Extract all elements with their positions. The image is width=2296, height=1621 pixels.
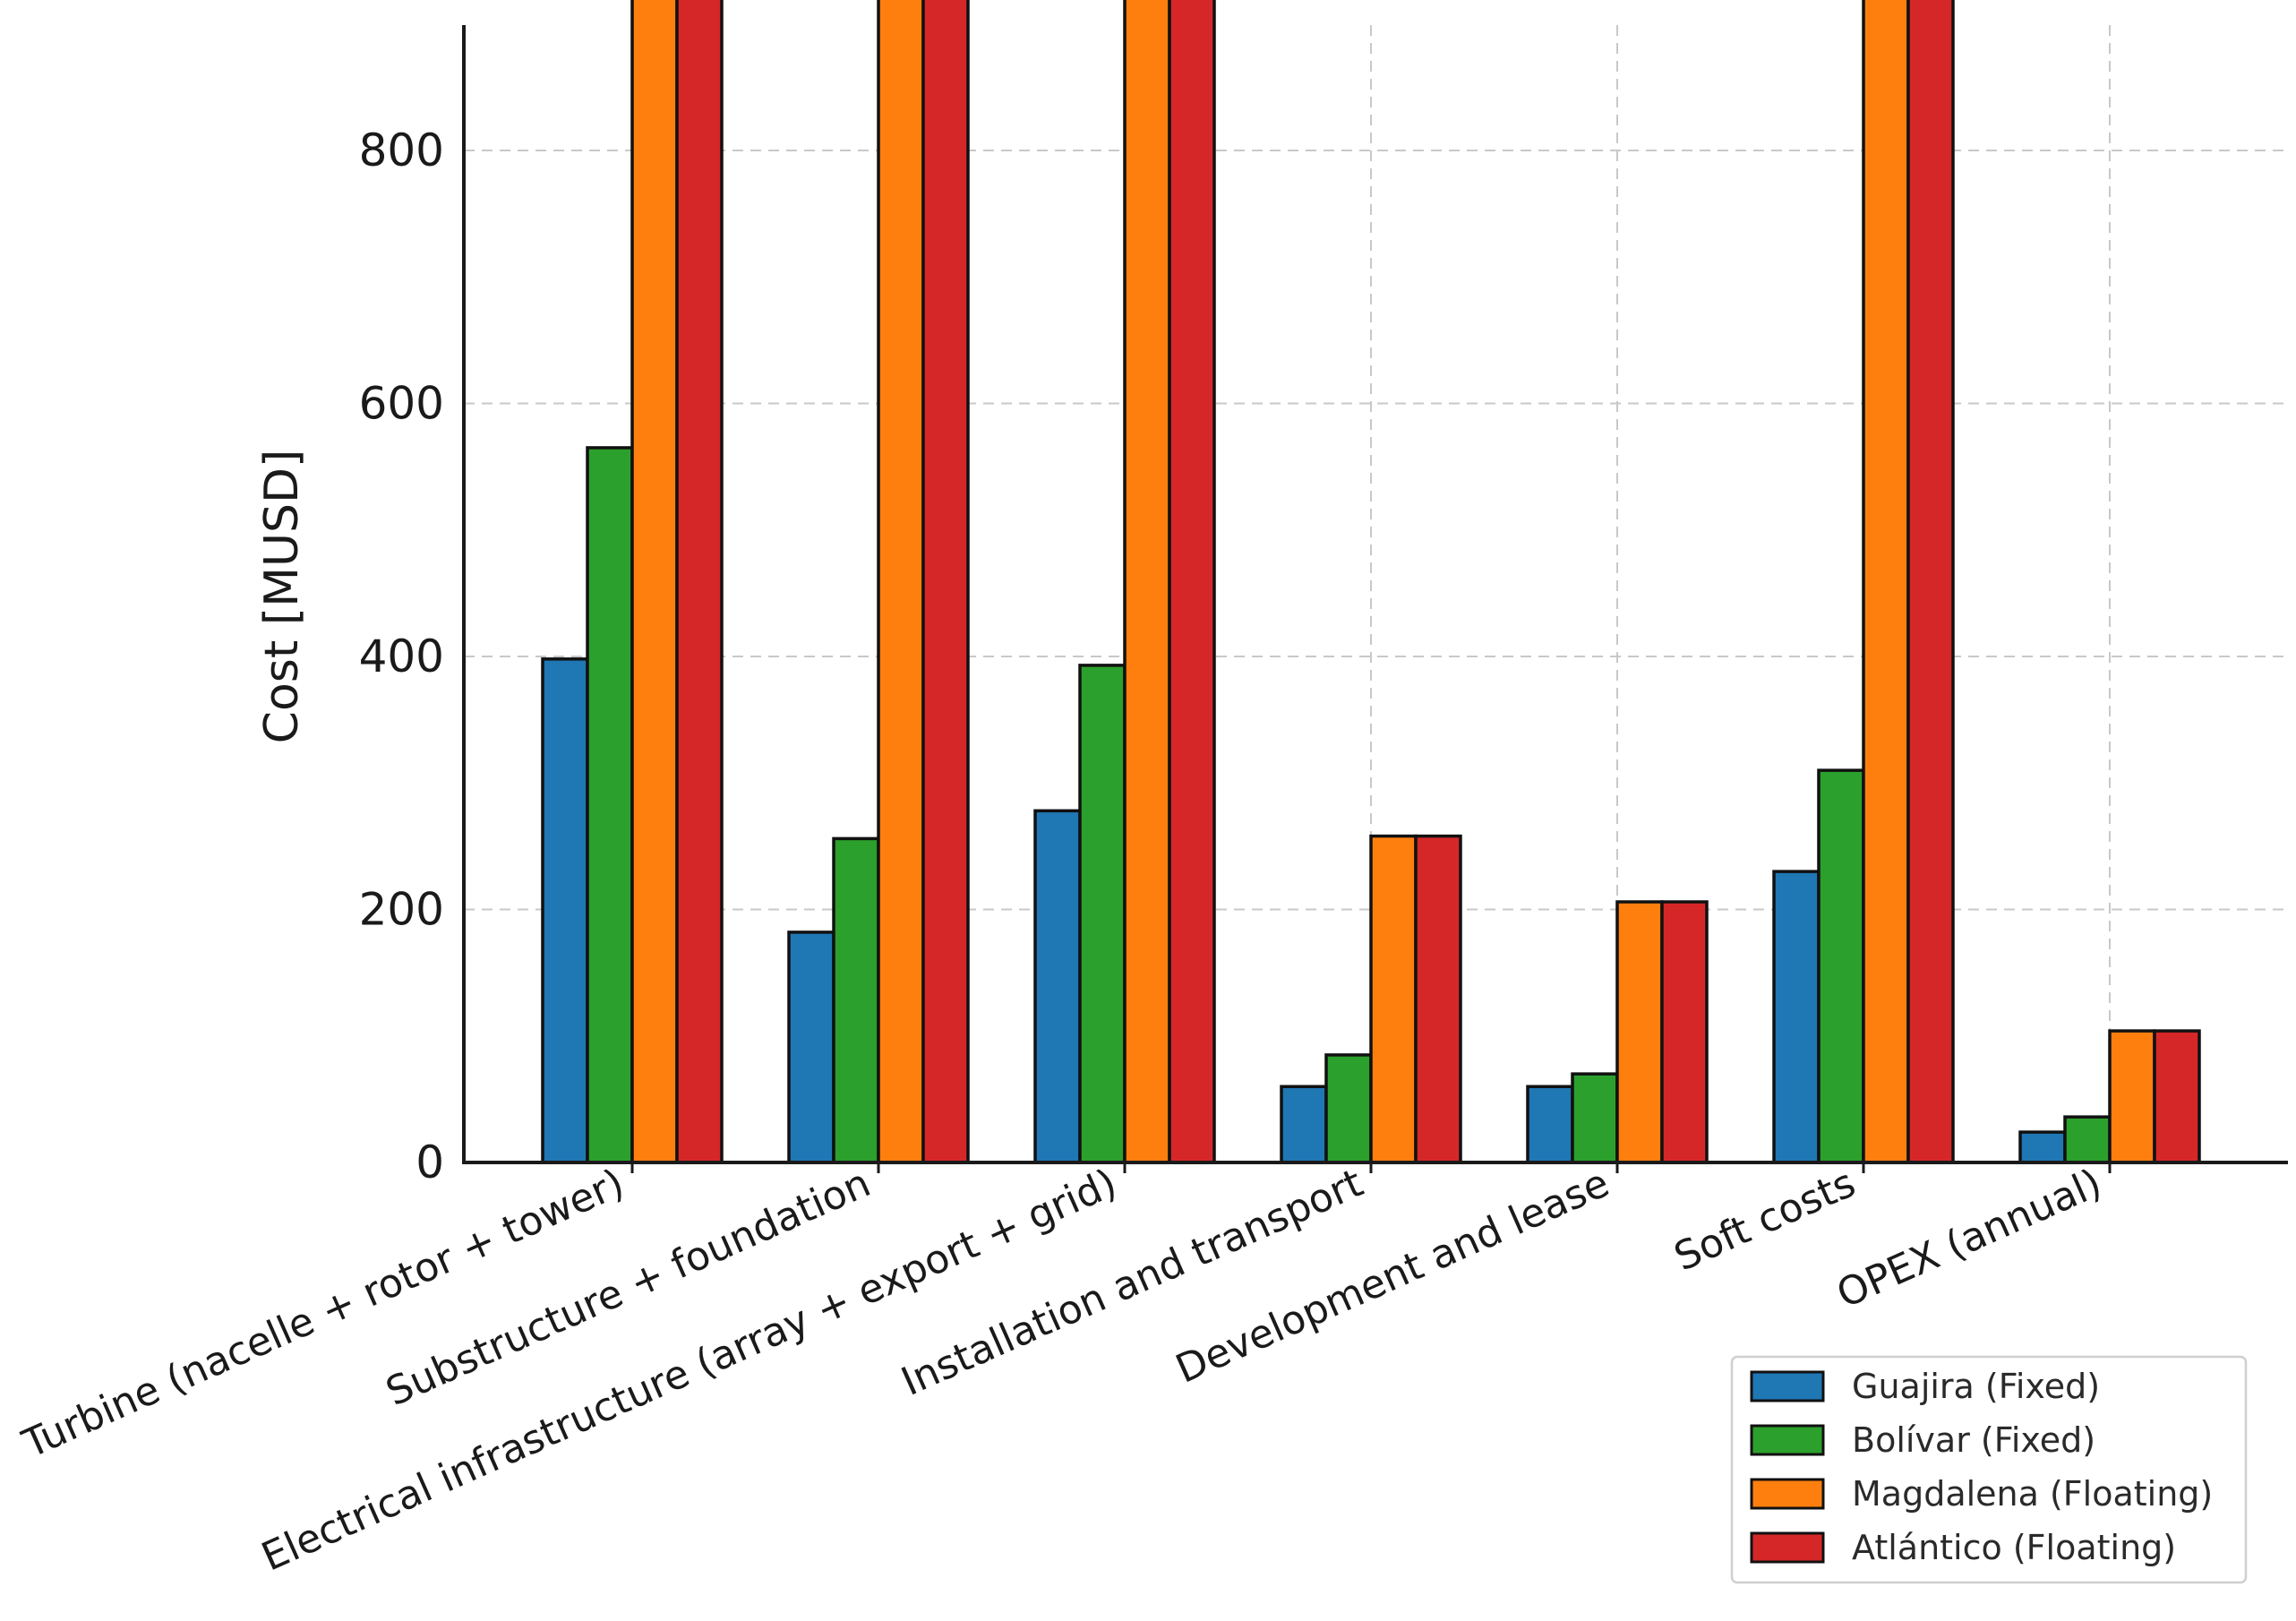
y-tick-label: 800 (359, 124, 444, 176)
bar-guajira-fixed-6 (1772, 870, 1821, 1164)
y-axis-label: Cost [MUSD] (255, 450, 309, 744)
legend-label: Atlántico (Floating) (1852, 1528, 2176, 1567)
bar-atl-ntico-floating-4 (1414, 834, 1462, 1164)
bar-guajira-fixed-5 (1526, 1085, 1574, 1164)
y-tick-label: 600 (359, 378, 444, 430)
bar-bol-var-fixed-6 (1817, 768, 1865, 1164)
bar-magdalena-floating-3 (1123, 0, 1171, 1164)
bar-magdalena-floating-7 (2108, 1029, 2156, 1164)
bar-guajira-fixed-2 (787, 931, 835, 1164)
bars (541, 0, 2201, 1164)
bar-atl-ntico-floating-7 (2153, 1029, 2201, 1164)
bar-atl-ntico-floating-2 (921, 0, 970, 1164)
bar-bol-var-fixed-1 (586, 446, 634, 1164)
legend-swatch (1750, 1531, 1825, 1564)
bar-magdalena-floating-1 (630, 0, 679, 1164)
legend-swatch (1750, 1424, 1825, 1456)
legend-box (1730, 1355, 2248, 1584)
x-tick-label: Installation and transport (895, 1160, 1369, 1404)
bar-guajira-fixed-3 (1033, 809, 1082, 1164)
legend-swatch (1750, 1370, 1825, 1402)
bar-guajira-fixed-4 (1280, 1085, 1328, 1164)
bar-bol-var-fixed-5 (1571, 1072, 1619, 1164)
bar-bol-var-fixed-4 (1324, 1053, 1373, 1164)
bar-atl-ntico-floating-5 (1660, 900, 1709, 1164)
bar-magdalena-floating-6 (1862, 0, 1910, 1164)
y-tick-label: 200 (359, 884, 444, 936)
legend-label: Magdalena (Floating) (1852, 1474, 2213, 1514)
bar-magdalena-floating-5 (1615, 900, 1664, 1164)
bar-magdalena-floating-2 (877, 0, 925, 1164)
x-tick-label: OPEX (annual) (1830, 1160, 2109, 1317)
bar-atl-ntico-floating-3 (1168, 0, 1216, 1164)
legend: Guajira (Fixed) Bolívar (Fixed) Magdalena … (1730, 1355, 2248, 1584)
legend-label: Guajira (Fixed) (1852, 1367, 2100, 1406)
bar-guajira-fixed-1 (541, 657, 589, 1164)
y-tick-label: 400 (359, 630, 444, 682)
y-tick-labels: 02004006008001000120014001600 (359, 124, 444, 1188)
bar-atl-ntico-floating-1 (675, 0, 724, 1164)
bar-atl-ntico-floating-6 (1906, 0, 1955, 1164)
bar-guajira-fixed-7 (2018, 1130, 2067, 1164)
axes (462, 25, 2288, 1164)
legend-label: Bolívar (Fixed) (1852, 1420, 2095, 1460)
x-tick-label: Development and lease (1169, 1160, 1616, 1392)
bar-bol-var-fixed-2 (832, 836, 880, 1164)
x-tick-label: Soft costs (1667, 1160, 1862, 1280)
bar-bol-var-fixed-7 (2063, 1115, 2112, 1164)
legend-swatch (1750, 1478, 1825, 1510)
y-tick-label: 0 (416, 1136, 444, 1188)
bar-bol-var-fixed-3 (1078, 664, 1127, 1164)
bar-magdalena-floating-4 (1369, 834, 1418, 1164)
